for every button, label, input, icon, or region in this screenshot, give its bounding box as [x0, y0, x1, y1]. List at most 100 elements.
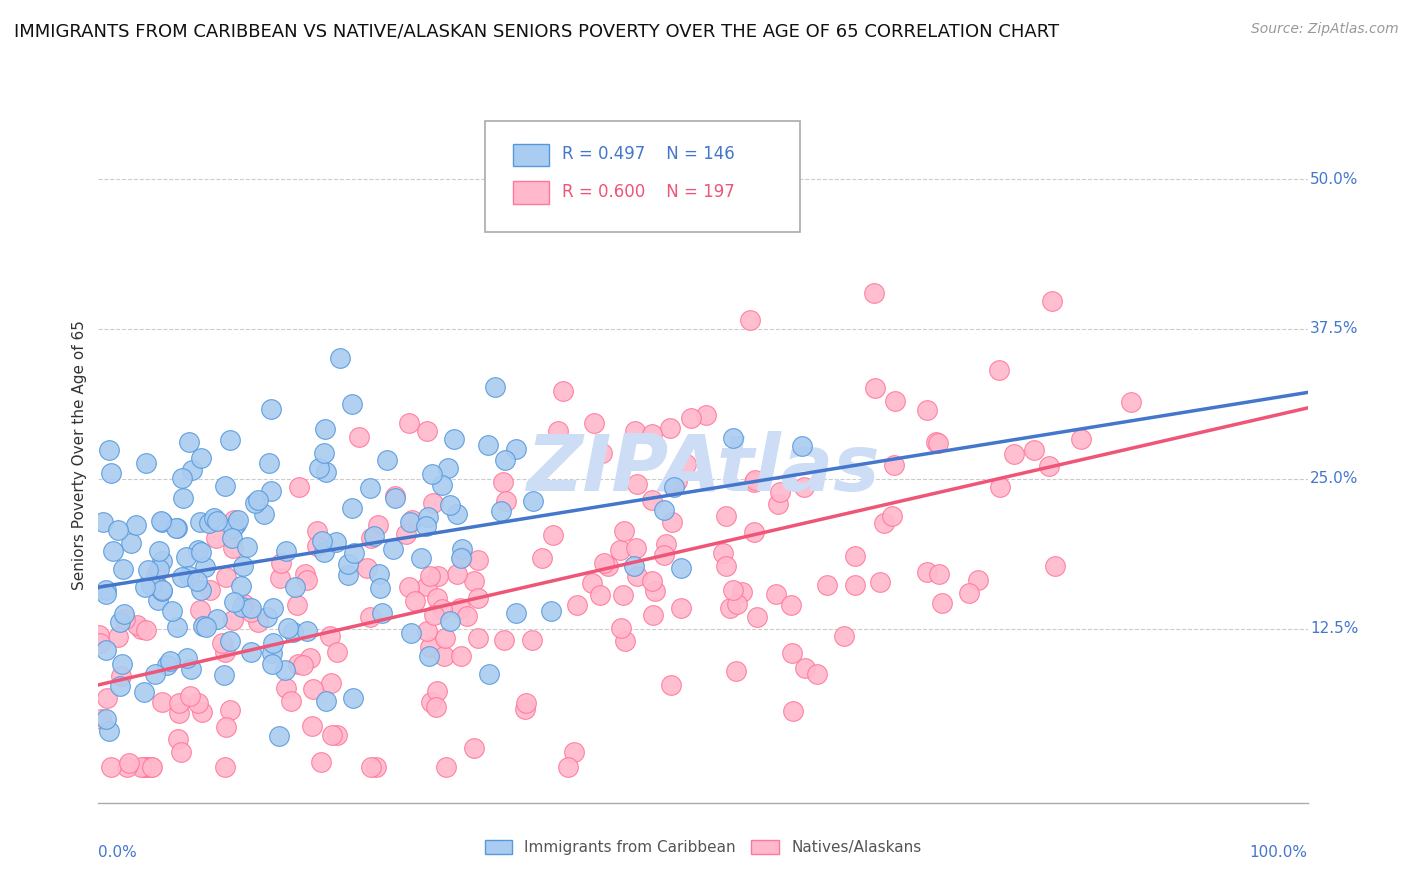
Point — [769, 485, 792, 500]
Point — [202, 511, 225, 525]
Point — [281, 625, 304, 640]
Point — [659, 421, 682, 435]
Point — [205, 514, 228, 528]
Point — [844, 578, 866, 592]
Point — [443, 432, 465, 446]
Point — [166, 731, 188, 746]
Point — [292, 658, 315, 673]
Point — [243, 496, 266, 510]
Point — [367, 518, 389, 533]
Point — [342, 690, 364, 705]
Point — [198, 582, 221, 597]
Point — [312, 545, 335, 559]
Point — [398, 515, 420, 529]
Point — [489, 504, 512, 518]
Point — [260, 401, 283, 416]
Point — [176, 550, 198, 565]
Point — [193, 619, 215, 633]
Text: IMMIGRANTS FROM CARIBBEAN VS NATIVE/ALASKAN SENIORS POVERTY OVER THE AGE OF 65 C: IMMIGRANTS FROM CARIBBEAN VS NATIVE/ALAS… — [14, 22, 1059, 40]
Point — [467, 553, 489, 567]
Point — [430, 602, 453, 616]
Point — [540, 604, 562, 618]
Point — [270, 556, 292, 570]
Point — [211, 636, 233, 650]
Point — [287, 657, 309, 671]
Point — [222, 613, 245, 627]
Point — [409, 551, 432, 566]
Point — [395, 527, 418, 541]
Point — [613, 524, 636, 538]
Point — [259, 484, 281, 499]
Point — [256, 610, 278, 624]
Point — [439, 614, 461, 628]
Point — [247, 493, 270, 508]
Point — [205, 612, 228, 626]
Point — [360, 531, 382, 545]
Point — [141, 578, 163, 592]
Point — [721, 432, 744, 446]
Point — [311, 756, 333, 770]
Point — [107, 630, 129, 644]
Point — [274, 663, 297, 677]
Point — [1024, 443, 1046, 458]
Point — [150, 695, 173, 709]
Point — [433, 648, 456, 663]
Point — [363, 529, 385, 543]
Point — [141, 760, 163, 774]
Point — [423, 607, 446, 622]
Point — [419, 568, 441, 582]
Point — [103, 543, 125, 558]
Point — [267, 729, 290, 743]
Point — [297, 624, 319, 638]
Point — [143, 667, 166, 681]
Point — [135, 760, 157, 774]
Point — [132, 685, 155, 699]
Point — [301, 719, 323, 733]
Point — [262, 601, 284, 615]
Point — [419, 640, 441, 654]
Point — [359, 610, 381, 624]
Point — [593, 556, 616, 570]
Point — [187, 697, 209, 711]
Point — [190, 451, 212, 466]
Point — [269, 571, 291, 585]
Point — [97, 443, 120, 458]
Point — [765, 586, 787, 600]
Point — [336, 567, 359, 582]
Text: R = 0.600    N = 197: R = 0.600 N = 197 — [561, 183, 734, 201]
Point — [806, 667, 828, 681]
Point — [111, 657, 134, 672]
Point — [107, 523, 129, 537]
Point — [925, 434, 948, 449]
Point — [294, 567, 316, 582]
Point — [725, 597, 748, 611]
Point — [360, 760, 382, 774]
Point — [131, 760, 153, 774]
Point — [915, 565, 938, 579]
Point — [957, 586, 980, 600]
Point — [94, 712, 117, 726]
Point — [94, 642, 117, 657]
Point — [262, 657, 284, 672]
Point — [591, 446, 613, 460]
Text: 12.5%: 12.5% — [1310, 622, 1358, 636]
Point — [148, 582, 170, 596]
Text: R = 0.497    N = 146: R = 0.497 N = 146 — [561, 145, 734, 163]
Point — [314, 422, 336, 436]
Point — [284, 580, 307, 594]
Point — [384, 491, 406, 506]
Point — [305, 539, 328, 553]
Point — [166, 520, 188, 534]
Point — [297, 574, 319, 588]
Point — [928, 567, 950, 582]
Point — [125, 617, 148, 632]
Point — [547, 424, 569, 438]
Point — [259, 456, 281, 470]
Point — [931, 596, 953, 610]
Point — [302, 681, 325, 696]
Point — [280, 693, 302, 707]
Point — [321, 728, 343, 742]
Point — [356, 561, 378, 575]
Point — [449, 601, 471, 615]
Point — [274, 681, 297, 695]
